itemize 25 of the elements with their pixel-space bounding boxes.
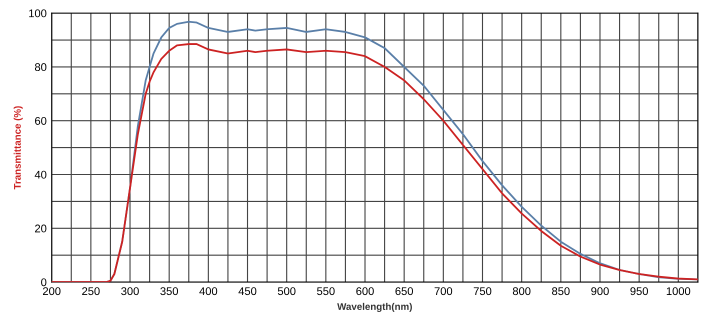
x-tick-label: 250 xyxy=(82,287,100,296)
y-tick-label: 100 xyxy=(29,9,46,18)
x-tick-label: 400 xyxy=(199,287,218,296)
x-tick-label: 350 xyxy=(160,287,178,296)
x-axis-title: Wavelength(nm) xyxy=(337,302,412,312)
x-tick-label: 900 xyxy=(591,287,609,296)
x-tick-label: 950 xyxy=(630,287,648,296)
x-tick-label: 550 xyxy=(317,287,335,296)
y-tick-label: 40 xyxy=(34,170,46,179)
y-tick-label: 20 xyxy=(35,224,46,232)
x-tick-label: 800 xyxy=(512,287,530,296)
y-tick-label: 60 xyxy=(35,116,46,125)
x-tick-label: 200 xyxy=(42,287,61,296)
x-tick-label: 750 xyxy=(474,287,492,296)
y-tick-label: 0 xyxy=(41,278,46,286)
x-tick-label: 850 xyxy=(552,287,570,296)
y-tick-label: 80 xyxy=(34,63,46,72)
x-tick-label: 1000 xyxy=(666,287,690,296)
x-tick-label: 700 xyxy=(434,287,452,296)
x-tick-label: 650 xyxy=(395,287,414,296)
y-axis-title: Transmittance (%) xyxy=(14,106,23,190)
x-tick-label: 500 xyxy=(278,287,296,296)
x-tick-label: 300 xyxy=(121,287,139,296)
x-tick-label: 450 xyxy=(238,287,256,296)
x-tick-label: 600 xyxy=(356,287,374,296)
